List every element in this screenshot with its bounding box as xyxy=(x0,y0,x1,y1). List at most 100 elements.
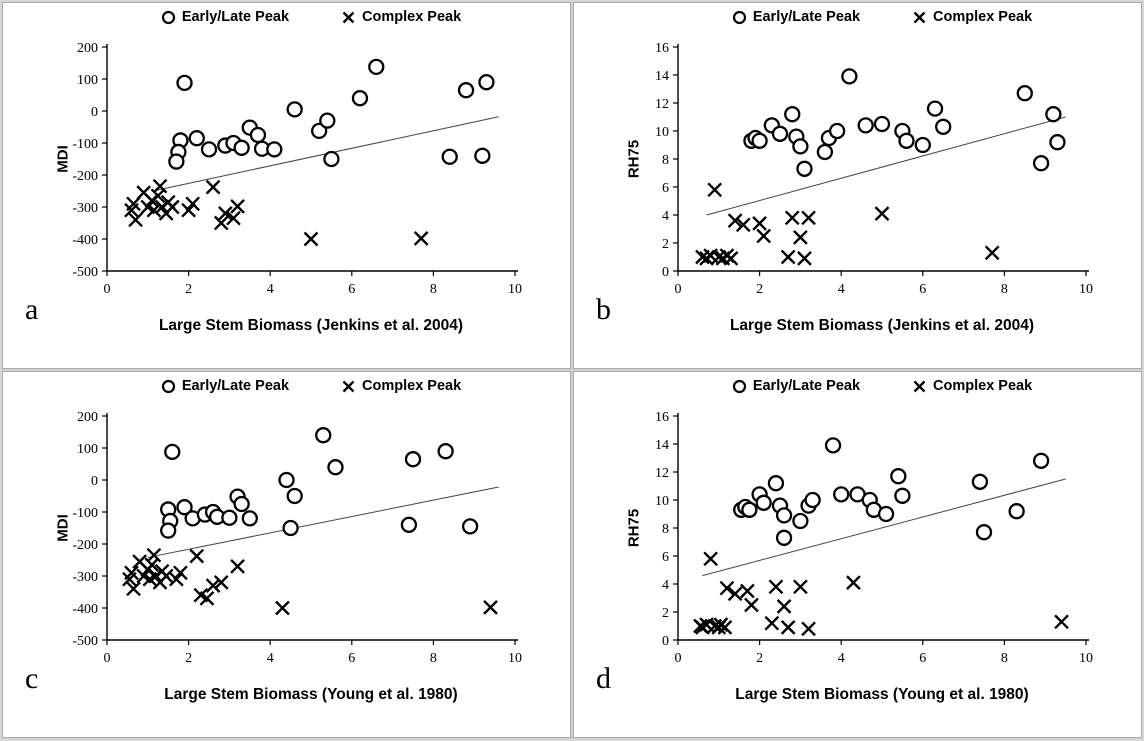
point-early-late-peak xyxy=(971,473,989,490)
point-early-late-peak xyxy=(741,501,758,518)
point-early-late-peak xyxy=(400,516,418,533)
point-early-late-peak xyxy=(441,148,458,165)
y-tick-label: 10 xyxy=(655,494,669,509)
legend: Early/Late Peak Complex Peak xyxy=(678,378,1086,394)
x-tick-label: 0 xyxy=(104,651,111,666)
panel-a: 200 100 0 -100 -200 -300 -400 -500 0 2 4 6 8 10 Early… xyxy=(2,2,571,369)
y-tick-label: 4 xyxy=(662,578,669,593)
point-early-late-peak xyxy=(233,139,250,156)
point-complex-peak xyxy=(230,199,245,214)
x-tick-label: 4 xyxy=(838,282,845,297)
y-tick-label: -200 xyxy=(72,538,98,553)
point-early-late-peak xyxy=(282,519,299,537)
point-complex-peak xyxy=(793,579,808,595)
point-complex-peak xyxy=(707,182,723,198)
legend-label: Complex Peak xyxy=(933,378,1033,394)
legend-label: Early/Late Peak xyxy=(752,378,861,394)
point-early-late-peak xyxy=(164,443,181,460)
point-early-late-peak xyxy=(200,141,218,158)
x-tick-label: 4 xyxy=(838,651,845,666)
circle-marker-icon xyxy=(161,10,175,24)
point-complex-peak xyxy=(874,206,890,221)
point-complex-peak xyxy=(169,571,184,587)
legend-label: Complex Peak xyxy=(362,378,462,394)
point-early-late-peak xyxy=(286,487,303,505)
panel-letter: d xyxy=(596,662,611,695)
point-complex-peak xyxy=(128,212,143,228)
point-early-late-peak xyxy=(311,122,328,139)
point-early-late-peak xyxy=(221,509,238,526)
legend-item-complex: Complex Peak xyxy=(912,378,1032,394)
y-tick-label: -500 xyxy=(72,634,98,649)
point-complex-peak xyxy=(984,245,1000,261)
point-early-late-peak xyxy=(437,443,454,460)
scatter-plot-c: 200 100 0 -100 -200 -300 -400 -500 0 2 4 6 8 10 xyxy=(72,410,522,666)
point-early-late-peak xyxy=(160,522,177,539)
point-complex-peak xyxy=(764,615,780,631)
point-early-late-peak xyxy=(755,494,772,511)
legend-item-complex: Complex Peak xyxy=(341,9,461,25)
point-early-late-peak xyxy=(1016,85,1033,102)
y-tick-label: -200 xyxy=(72,169,98,184)
y-tick-label: -400 xyxy=(72,233,98,248)
point-complex-peak xyxy=(152,178,168,194)
y-tick-label: 100 xyxy=(77,442,98,457)
x-tick-label: 2 xyxy=(756,651,763,666)
x-tick-label: 10 xyxy=(1079,651,1093,666)
x-marker-icon xyxy=(342,11,355,23)
point-early-late-peak xyxy=(894,487,911,504)
point-early-late-peak xyxy=(1049,134,1066,151)
trend-line xyxy=(702,478,1066,577)
point-early-late-peak xyxy=(751,132,768,149)
point-complex-peak xyxy=(205,179,221,195)
point-complex-peak xyxy=(483,600,498,615)
legend-item-complex: Complex Peak xyxy=(341,378,461,394)
point-early-late-peak xyxy=(792,512,809,530)
point-early-late-peak xyxy=(1045,106,1062,123)
point-early-late-peak xyxy=(315,427,332,444)
y-tick-label: 14 xyxy=(655,69,669,84)
point-early-late-peak xyxy=(457,82,475,99)
y-axis-label: MDI xyxy=(54,514,72,542)
panel-letter: c xyxy=(25,662,39,695)
x-tick-label: 4 xyxy=(267,282,274,297)
y-tick-label: 14 xyxy=(655,438,669,453)
y-tick-label: 2 xyxy=(662,237,669,252)
point-complex-peak xyxy=(780,620,796,635)
x-tick-label: 6 xyxy=(919,282,926,297)
point-complex-peak xyxy=(719,580,735,596)
legend: Early/Late Peak Complex Peak xyxy=(678,9,1086,25)
x-tick-label: 2 xyxy=(185,282,192,297)
x-axis-label: Large Stem Biomass (Young et al. 1980) xyxy=(164,686,458,703)
point-early-late-peak xyxy=(877,505,895,523)
panel-d: 16 14 12 10 8 6 4 2 0 0 2 4 6 8 10 Early/Late Peak Com… xyxy=(573,371,1142,738)
point-early-late-peak xyxy=(278,471,295,489)
point-complex-peak xyxy=(780,249,796,265)
point-complex-peak xyxy=(846,575,861,590)
panel-c: 200 100 0 -100 -200 -300 -400 -500 0 2 4 6 8 10 Early… xyxy=(2,371,571,738)
y-tick-label: -300 xyxy=(72,570,98,585)
point-complex-peak xyxy=(124,565,139,581)
point-early-late-peak xyxy=(478,74,495,91)
x-tick-label: 0 xyxy=(675,282,682,297)
point-complex-peak xyxy=(723,251,739,266)
point-early-late-peak xyxy=(241,510,258,527)
x-tick-label: 2 xyxy=(756,282,763,297)
point-early-late-peak xyxy=(775,507,793,524)
y-tick-label: 12 xyxy=(655,466,669,481)
y-tick-label: 6 xyxy=(662,181,669,196)
x-tick-label: 8 xyxy=(430,651,437,666)
point-complex-peak xyxy=(744,597,759,613)
point-early-late-peak xyxy=(935,118,952,135)
legend-label: Complex Peak xyxy=(362,9,462,25)
y-tick-label: 0 xyxy=(91,105,98,120)
point-early-late-peak xyxy=(796,160,813,177)
panel-letter: b xyxy=(596,293,611,326)
x-axis-label: Large Stem Biomass (Jenkins et al. 2004) xyxy=(158,317,464,334)
point-early-late-peak xyxy=(233,495,250,513)
x-tick-label: 2 xyxy=(185,651,192,666)
point-early-late-peak xyxy=(404,451,422,468)
y-tick-label: 4 xyxy=(662,209,669,224)
point-early-late-peak xyxy=(368,58,385,75)
x-tick-label: 8 xyxy=(1001,651,1008,666)
